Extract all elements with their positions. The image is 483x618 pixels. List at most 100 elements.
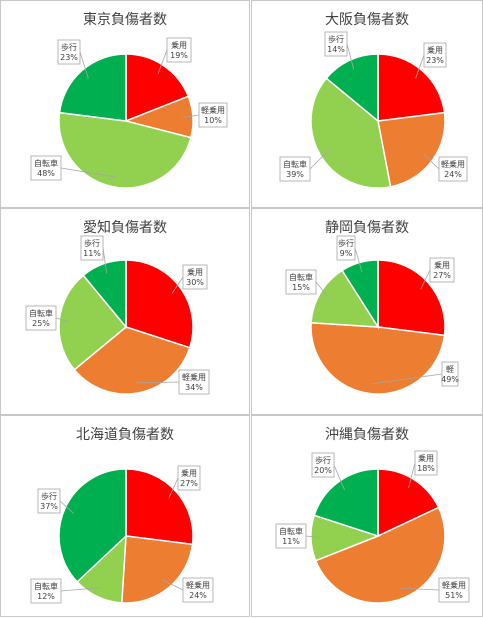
chart-title: 沖縄負傷者数	[325, 427, 409, 443]
slice-percent-label: 37%	[40, 502, 58, 511]
label-box	[423, 42, 447, 68]
leader-line	[157, 49, 168, 75]
pie-slice-pedestrian	[82, 259, 127, 330]
pie-slice-car	[125, 468, 194, 546]
slice-category-label: 自転車	[34, 581, 58, 591]
pie-slice-kei-car	[377, 111, 446, 188]
label-box	[438, 156, 468, 182]
label-box	[336, 235, 356, 261]
slice-category-label: 乗用	[418, 453, 434, 463]
label-box	[178, 369, 210, 395]
pie-slice-kei-car	[73, 326, 191, 395]
leader-line	[423, 154, 440, 170]
leader-line	[171, 276, 184, 294]
slice-category-label: 自転車	[29, 308, 53, 318]
slice-category-label: 軽乗用	[182, 372, 206, 382]
label-box	[441, 361, 459, 387]
label-box	[57, 39, 81, 65]
slice-percent-label: 12%	[37, 592, 55, 601]
leader-line	[415, 54, 425, 79]
label-box	[30, 155, 62, 181]
slice-category-label: 乗用	[427, 45, 443, 55]
chart-title: 大阪負傷者数	[325, 12, 409, 28]
pie-slice-bicycle	[58, 274, 128, 371]
chart-title: 静岡負傷者数	[325, 220, 409, 236]
pie-slice-car	[125, 259, 194, 349]
leader-line	[354, 247, 363, 273]
slice-category-label: 歩行	[315, 455, 331, 465]
slice-percent-label: 34%	[185, 383, 203, 392]
slice-percent-label: 49%	[441, 375, 459, 384]
slice-category-label: 自転車	[283, 159, 307, 169]
slice-category-label: 歩行	[61, 42, 77, 52]
leader-line	[408, 462, 416, 489]
chart-panel-okinawa: 沖縄負傷者数 乗用 18% 軽乗用 51% 自転車 11% 歩行 20%	[251, 415, 483, 617]
pie-slice-car	[377, 468, 440, 538]
label-box	[311, 452, 335, 478]
label-box	[80, 235, 104, 261]
label-box	[324, 31, 348, 57]
leader-line	[168, 477, 179, 499]
leader-line	[60, 587, 102, 592]
pie-slice-bicycle	[58, 111, 192, 189]
chart-panel-aichi: 愛知負傷者数 乗用 30% 軽乗用 34% 自転車 25% 歩行 11%	[0, 208, 250, 415]
leader-line	[305, 535, 322, 539]
leader-line	[60, 167, 116, 178]
label-box	[177, 465, 201, 491]
slice-percent-label: 19%	[170, 51, 188, 60]
slice-percent-label: 10%	[204, 116, 222, 125]
chart-panel-osaka: 大阪負傷者数 乗用 23% 軽乗用 24% 自転車 39% 歩行 14%	[251, 0, 483, 208]
leader-line	[400, 587, 440, 591]
label-box	[25, 305, 57, 331]
chart-title: 北海道負傷者数	[76, 427, 174, 443]
pie-slice-car	[377, 53, 446, 122]
slice-percent-label: 23%	[60, 53, 78, 62]
data-label-kei-car: 軽49%	[372, 361, 459, 387]
leader-line	[372, 373, 443, 385]
slice-percent-label: 15%	[292, 283, 310, 292]
label-box	[275, 523, 307, 549]
slice-category-label: 歩行	[41, 491, 57, 501]
slice-percent-label: 24%	[444, 170, 462, 179]
leader-line	[59, 500, 75, 514]
pie-slice-pedestrian	[58, 468, 127, 583]
leader-line	[309, 149, 330, 170]
leader-line	[315, 281, 330, 299]
slice-percent-label: 30%	[186, 278, 204, 287]
slice-category-label: 乗用	[434, 260, 450, 270]
label-box	[279, 156, 311, 182]
chart-panel-hokkaido: 北海道負傷者数 乗用 27% 軽乗用 24% 自転車 12% 歩行 37%	[0, 415, 250, 617]
chart-panel-tokyo: 東京負傷者数 乗用 19% 軽乗用 10% 自転車 48% 歩行 23%	[0, 0, 250, 208]
label-box	[198, 102, 228, 128]
label-box	[30, 578, 62, 604]
slice-category-label: 自転車	[289, 272, 313, 282]
slice-category-label: 軽乗用	[441, 159, 465, 169]
slice-category-label: 軽	[446, 365, 454, 374]
pie-slice-pedestrian	[313, 468, 379, 538]
slice-category-label: 歩行	[328, 34, 344, 44]
slice-percent-label: 39%	[286, 170, 304, 179]
pie-slice-bicycle	[310, 269, 380, 328]
leader-line	[162, 579, 184, 591]
label-box	[285, 269, 317, 295]
pie-slice-kei-car	[310, 321, 446, 395]
pie-slice-pedestrian	[325, 53, 379, 123]
label-box	[414, 450, 438, 476]
pie-slice-bicycle	[310, 77, 392, 189]
slice-percent-label: 9%	[340, 249, 353, 258]
